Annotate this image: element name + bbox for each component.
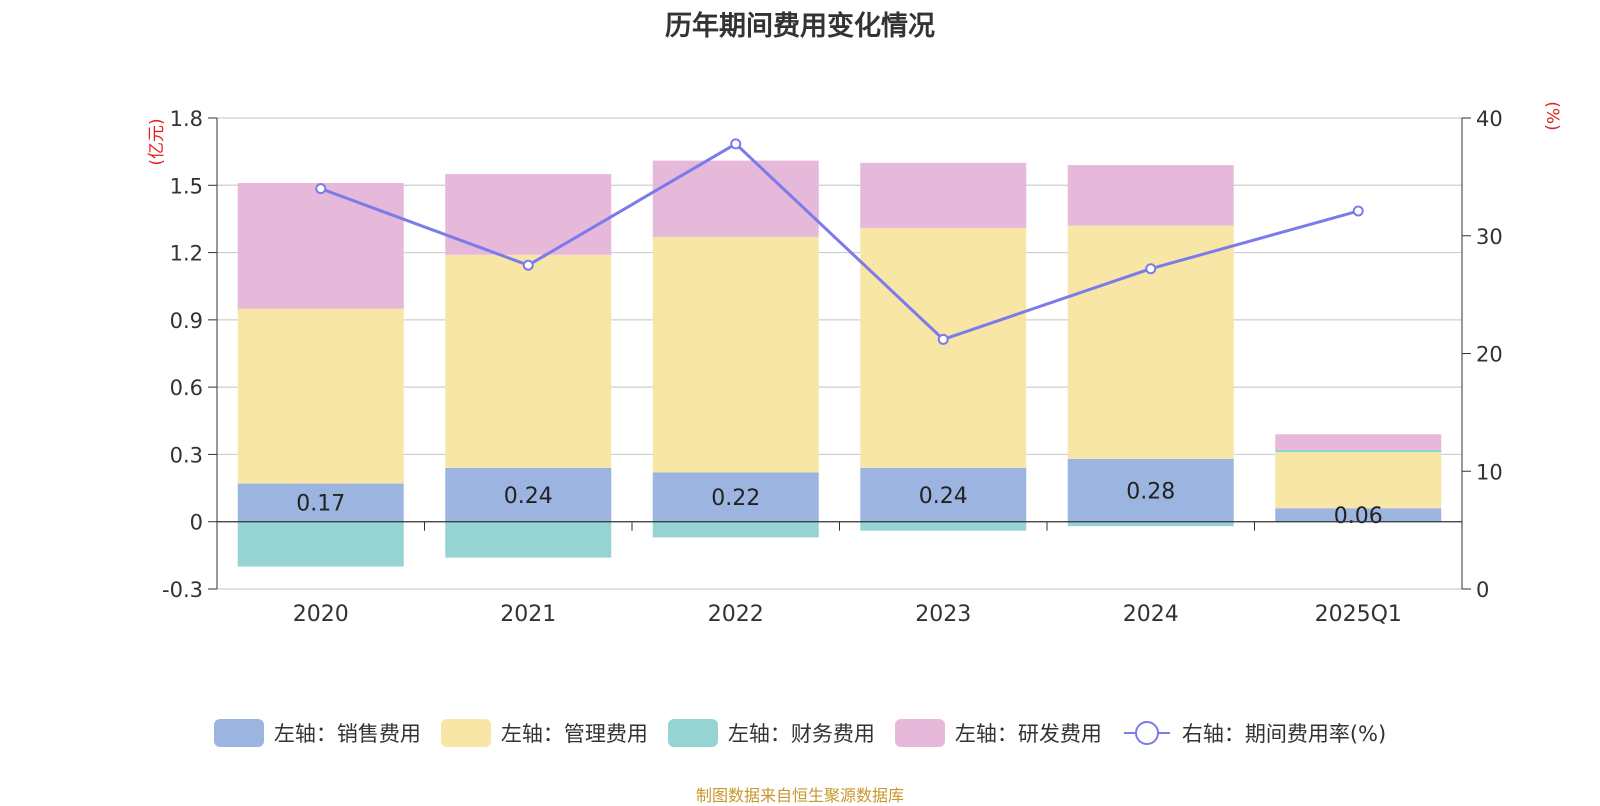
legend-item-sales[interactable]: 左轴：销售费用 bbox=[213, 718, 421, 748]
bar-data-label: 0.24 bbox=[919, 484, 968, 509]
bar-rnd bbox=[445, 174, 612, 255]
legend-swatch-finance bbox=[667, 719, 718, 747]
legend: 左轴：销售费用 左轴：管理费用 左轴：财务费用 左轴：研发费用 右轴：期间费用率… bbox=[0, 718, 1600, 748]
right-axis-tick-label: 20 bbox=[1476, 343, 1503, 367]
bar-rnd bbox=[237, 183, 404, 309]
legend-line-marker-icon bbox=[1123, 721, 1170, 745]
left-axis-tick-label: 0.3 bbox=[170, 443, 203, 467]
expense-rate-point bbox=[522, 259, 534, 271]
left-axis-tick-label: -0.3 bbox=[162, 578, 203, 602]
legend-label-admin: 左轴：管理费用 bbox=[500, 722, 648, 746]
legend-label-rnd: 左轴：研发费用 bbox=[954, 722, 1102, 746]
left-axis-tick-label: 0.9 bbox=[170, 309, 203, 333]
bar-admin bbox=[1067, 225, 1234, 459]
bar-data-label: 0.06 bbox=[1334, 504, 1383, 529]
bar-data-label: 0.24 bbox=[504, 484, 553, 509]
bar-sales bbox=[1067, 458, 1234, 522]
bar-finance bbox=[1275, 449, 1442, 453]
bar-finance bbox=[237, 521, 404, 567]
bar-sales bbox=[1275, 508, 1442, 522]
bar-finance bbox=[860, 521, 1027, 531]
bar-admin bbox=[237, 308, 404, 484]
bar-admin bbox=[1275, 452, 1442, 509]
bar-data-label: 0.28 bbox=[1126, 479, 1175, 504]
bar-rnd bbox=[1067, 165, 1234, 226]
bar-rnd bbox=[652, 160, 819, 237]
bar-finance bbox=[1067, 521, 1234, 527]
left-axis-tick-label: 0 bbox=[190, 511, 203, 535]
legend-swatch-admin bbox=[440, 719, 491, 747]
legend-item-finance[interactable]: 左轴：财务费用 bbox=[667, 718, 875, 748]
left-axis-tick-label: 1.2 bbox=[170, 242, 203, 266]
category-label: 2021 bbox=[500, 602, 556, 627]
chart-canvas: 1.8 1.5 1.2 0.9 0.6 0.3 0 -0.3 (亿元) 40 30 20 10 0 (%) 0… bbox=[147, 101, 1562, 627]
bar-admin bbox=[860, 227, 1027, 468]
bar-rnd bbox=[860, 162, 1027, 228]
right-axis-tick-label: 40 bbox=[1476, 107, 1503, 131]
legend-label-sales: 左轴：销售费用 bbox=[273, 722, 421, 746]
category-label: 2020 bbox=[293, 602, 349, 627]
expense-rate-point bbox=[937, 333, 949, 345]
right-axis-tick-label: 30 bbox=[1476, 225, 1503, 249]
bar-rnd bbox=[1275, 434, 1442, 450]
bar-sales bbox=[652, 472, 819, 522]
bar-sales bbox=[445, 467, 612, 522]
left-axis-tick-label: 1.5 bbox=[170, 174, 203, 198]
expense-rate-point bbox=[315, 183, 327, 195]
right-axis-unit-label: (%) bbox=[1542, 101, 1562, 130]
expense-rate-point bbox=[1352, 205, 1364, 217]
source-note: 制图数据来自恒生聚源数据库 bbox=[695, 786, 904, 805]
bar-sales bbox=[860, 467, 1027, 522]
expense-rate-line bbox=[320, 142, 1359, 342]
category-label: 2023 bbox=[915, 602, 971, 627]
bar-data-label: 0.17 bbox=[296, 492, 345, 517]
left-axis-unit-label: (亿元) bbox=[147, 118, 167, 165]
legend-label-expense-rate: 右轴：期间费用率(%) bbox=[1181, 722, 1387, 746]
legend-item-expense-rate[interactable]: 右轴：期间费用率(%) bbox=[1122, 718, 1386, 748]
bar-finance bbox=[445, 521, 612, 558]
bar-admin bbox=[652, 236, 819, 473]
left-axis-tick-label: 0.6 bbox=[170, 376, 203, 400]
legend-swatch-sales bbox=[213, 719, 264, 747]
bar-sales bbox=[237, 483, 404, 522]
category-label: 2022 bbox=[708, 602, 764, 627]
legend-item-admin[interactable]: 左轴：管理费用 bbox=[440, 718, 648, 748]
legend-swatch-rnd bbox=[894, 719, 945, 747]
expense-rate-point bbox=[1145, 263, 1157, 275]
right-axis-tick-label: 0 bbox=[1476, 578, 1489, 602]
bar-data-label: 0.22 bbox=[711, 486, 760, 511]
category-label: 2024 bbox=[1123, 602, 1179, 627]
bar-finance bbox=[652, 521, 819, 538]
left-axis-tick-label: 1.8 bbox=[170, 107, 203, 131]
bar-admin bbox=[445, 254, 612, 468]
legend-item-rnd[interactable]: 左轴：研发费用 bbox=[894, 718, 1102, 748]
expense-rate-point bbox=[730, 138, 742, 150]
chart-title: 历年期间费用变化情况 bbox=[665, 11, 935, 42]
category-label: 2025Q1 bbox=[1315, 602, 1402, 627]
right-axis-tick-label: 10 bbox=[1476, 460, 1503, 484]
legend-label-finance: 左轴：财务费用 bbox=[727, 722, 875, 746]
